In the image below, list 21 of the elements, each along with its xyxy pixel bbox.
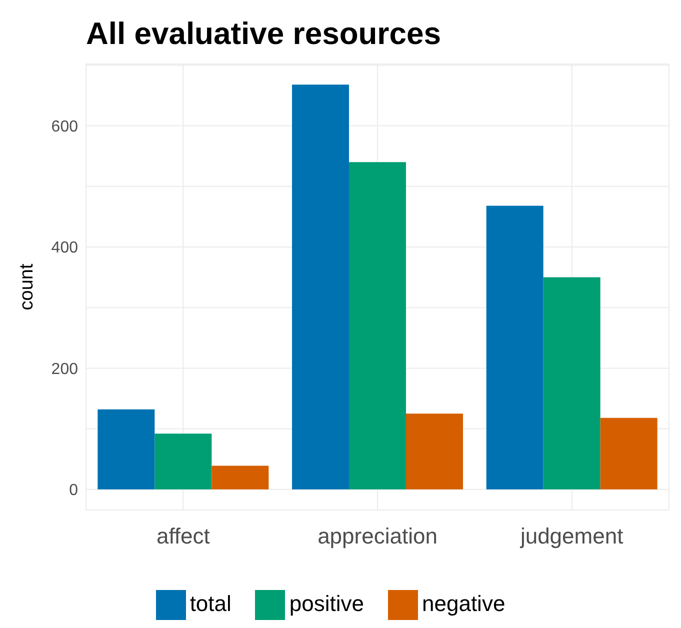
x-tick-label: judgement: [519, 524, 624, 549]
bar: [292, 84, 349, 490]
bar: [486, 206, 544, 490]
bar: [543, 277, 600, 490]
legend-label: positive: [289, 590, 364, 616]
bar: [406, 414, 463, 490]
y-tick-label: 200: [51, 360, 78, 378]
legend-label: negative: [422, 590, 506, 616]
bar: [348, 162, 406, 490]
y-tick-label: 400: [51, 240, 78, 257]
y-tick-label: 600: [51, 118, 78, 136]
legend-label: total: [190, 590, 232, 616]
bar: [600, 418, 658, 490]
x-tick-label: appreciation: [318, 524, 438, 549]
y-tick-label: 0: [69, 482, 78, 500]
y-axis-title: count: [16, 263, 38, 310]
chart-title: All evaluative resources: [85, 15, 442, 53]
bar: [154, 434, 212, 490]
x-tick-label: affect: [156, 524, 210, 549]
bar: [212, 466, 269, 490]
bar: [98, 409, 155, 490]
